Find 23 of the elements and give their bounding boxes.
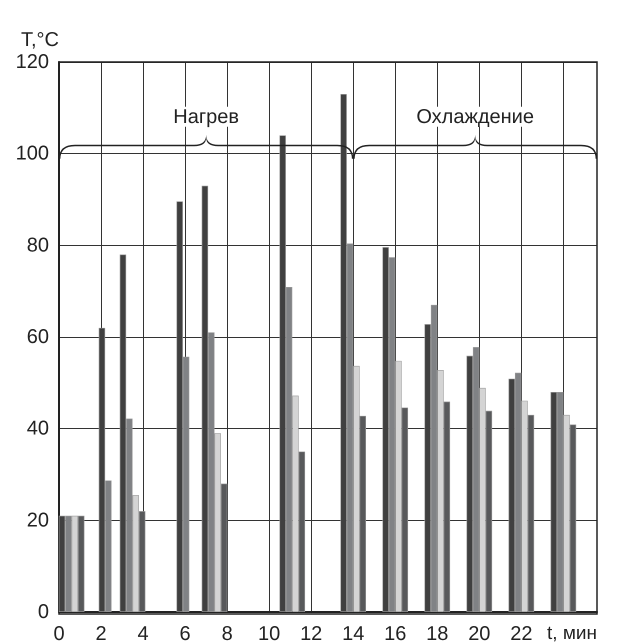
x-tick-label: 22 <box>510 623 532 644</box>
y-tick-label: 40 <box>26 418 49 440</box>
x-axis-title: t, мин <box>546 623 597 644</box>
x-tick-label: 2 <box>95 623 107 644</box>
y-tick-label: 80 <box>26 234 49 256</box>
y-tick-label: 100 <box>16 142 49 165</box>
x-tick-label: 0 <box>53 623 65 644</box>
x-tick-label: 14 <box>342 623 364 644</box>
y-tick-label: 120 <box>16 51 49 73</box>
y-axis-title: T,°C <box>21 29 59 51</box>
x-tick-label: 6 <box>180 623 191 644</box>
x-tick-label: 16 <box>384 623 406 644</box>
x-tick-label: 12 <box>300 623 322 644</box>
x-tick-label: 4 <box>138 623 149 644</box>
x-tick-label: 10 <box>258 623 280 644</box>
x-tick-label: 8 <box>222 623 233 644</box>
y-tick-label: 20 <box>26 509 49 532</box>
y-tick-label: 0 <box>38 601 49 623</box>
x-tick-label: 18 <box>426 623 448 644</box>
y-tick-label: 60 <box>26 326 49 348</box>
x-tick-label: 20 <box>468 623 490 644</box>
annotation: Нагрев <box>173 106 240 128</box>
annotation: Охлаждение <box>416 106 534 128</box>
